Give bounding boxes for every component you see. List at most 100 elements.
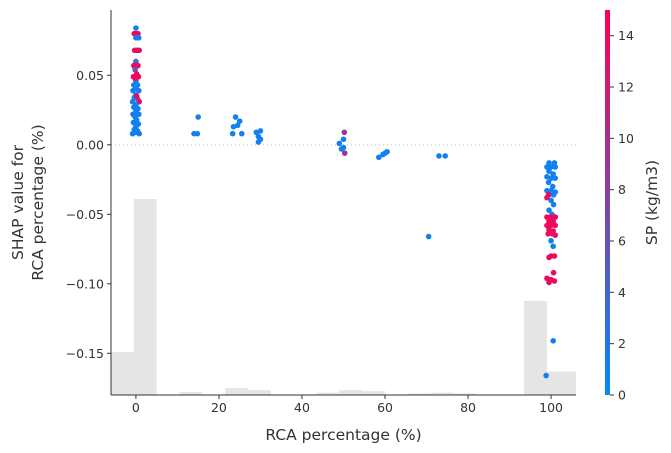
x-tick-label-4: 80 xyxy=(460,400,476,415)
histogram-bin-5 xyxy=(316,392,340,395)
scatter-point-95 xyxy=(548,214,554,220)
x-tick-label-5: 100 xyxy=(539,400,563,415)
scatter-point-77 xyxy=(546,168,552,175)
scatter-point-55 xyxy=(257,128,264,134)
scatter-point-106 xyxy=(552,232,559,238)
histogram-bin-1 xyxy=(133,199,157,395)
scatter-point-3 xyxy=(135,30,141,37)
histogram-bin-12 xyxy=(546,371,576,395)
scatter-point-112 xyxy=(550,269,557,276)
scatter-point-58 xyxy=(255,139,262,145)
scatter-point-64 xyxy=(341,150,348,156)
scatter-point-116 xyxy=(546,279,552,286)
colorbar-tick-label-1: 2 xyxy=(618,336,626,351)
x-tick-label-0: 0 xyxy=(132,400,140,415)
y-axis-label-line-2: RCA percentage (%) xyxy=(29,124,47,280)
scatter-point-72 xyxy=(546,160,552,166)
scatter-point-96 xyxy=(552,214,559,220)
scatter-point-99 xyxy=(544,222,550,229)
scatter-point-115 xyxy=(551,278,558,284)
colorbar xyxy=(605,10,610,395)
scatter-point-5 xyxy=(136,34,142,41)
scatter-point-80 xyxy=(548,175,554,181)
x-ticks: 0 20 40 60 80 100 xyxy=(132,395,563,415)
scatter-point-100 xyxy=(548,222,554,229)
colorbar-label: SP (kg/m3) xyxy=(643,160,661,245)
scatter-point-98 xyxy=(550,218,556,225)
scatter-point-75 xyxy=(548,164,554,170)
histogram-layer xyxy=(111,199,576,395)
histogram-bin-3 xyxy=(225,388,249,395)
scatter-point-35 xyxy=(130,119,137,126)
scatter-point-48 xyxy=(232,114,239,120)
scatter-point-91 xyxy=(550,201,557,208)
scatter-point-41 xyxy=(129,130,136,137)
histogram-bin-6 xyxy=(339,390,363,395)
x-tick-label-3: 60 xyxy=(377,400,393,415)
scatter-point-9 xyxy=(133,58,139,65)
scatter-point-81 xyxy=(552,175,559,181)
scatter-point-43 xyxy=(133,93,140,99)
scatter-point-82 xyxy=(545,179,552,186)
scatter-point-61 xyxy=(341,129,348,136)
scatter-point-76 xyxy=(552,164,559,170)
scatter-point-63 xyxy=(338,146,345,152)
scatter-point-59 xyxy=(336,140,343,147)
colorbar-tick-label-0: 0 xyxy=(618,388,626,403)
scatter-points-layer xyxy=(129,25,559,379)
scatter-point-94 xyxy=(544,214,550,220)
scatter-point-108 xyxy=(550,243,556,250)
scatter-point-73 xyxy=(551,160,558,166)
scatter-point-78 xyxy=(550,171,556,177)
scatter-point-51 xyxy=(234,122,241,129)
x-axis-label: RCA percentage (%) xyxy=(265,426,421,444)
histogram-bin-7 xyxy=(362,391,386,395)
colorbar-tick-label-7: 14 xyxy=(618,28,634,43)
scatter-point-101 xyxy=(552,222,559,229)
scatter-point-21 xyxy=(136,87,142,94)
axes-layer xyxy=(110,10,576,396)
scatter-point-69 xyxy=(436,153,442,159)
scatter-point-44 xyxy=(132,75,138,81)
histogram-bin-9 xyxy=(430,392,454,395)
colorbar-tick-label-6: 12 xyxy=(618,80,634,95)
scatter-point-11 xyxy=(135,62,141,69)
scatter-point-65 xyxy=(375,154,382,161)
colorbar-tick-label-2: 4 xyxy=(618,285,626,300)
scatter-point-46 xyxy=(195,114,201,120)
y-tick-label-3: 0.00 xyxy=(76,137,104,152)
x-tick-label-1: 20 xyxy=(211,400,227,415)
scatter-point-0 xyxy=(133,25,139,31)
y-tick-label-1: −0.10 xyxy=(66,276,104,291)
scatter-point-97 xyxy=(546,218,552,225)
scatter-point-70 xyxy=(442,153,449,159)
scatter-point-110 xyxy=(551,253,558,259)
histogram-bin-2 xyxy=(179,392,203,395)
scatter-point-71 xyxy=(425,233,432,240)
colorbar-tick-label-3: 6 xyxy=(618,234,626,249)
scatter-point-118 xyxy=(543,372,549,379)
y-tick-label-4: 0.05 xyxy=(76,68,104,83)
scatter-point-53 xyxy=(238,130,245,137)
colorbar-tick-label-5: 10 xyxy=(618,131,634,146)
y-ticks: −0.15 −0.10 −0.05 0.00 0.05 xyxy=(66,68,111,361)
scatter-point-104 xyxy=(545,230,551,237)
scatter-point-74 xyxy=(544,164,550,170)
scatter-point-47 xyxy=(194,130,201,137)
scatter-point-90 xyxy=(548,197,554,204)
scatter-point-92 xyxy=(546,207,552,213)
x-tick-label-2: 40 xyxy=(294,400,310,415)
y-tick-label-2: −0.05 xyxy=(66,207,104,222)
scatter-point-8 xyxy=(136,47,143,54)
histogram-bin-4 xyxy=(248,390,271,395)
scatter-point-42 xyxy=(136,130,143,137)
colorbar-tick-label-4: 8 xyxy=(618,182,626,197)
y-tick-label-0: −0.15 xyxy=(66,346,104,361)
scatter-point-49 xyxy=(236,118,243,124)
colorbar-ticks: 0 2 4 6 8 10 12 14 xyxy=(610,28,634,403)
histogram-bin-8 xyxy=(407,393,431,395)
scatter-point-88 xyxy=(550,192,557,198)
scatter-point-111 xyxy=(546,254,552,261)
scatter-point-117 xyxy=(550,337,556,344)
scatter-point-52 xyxy=(229,130,236,137)
